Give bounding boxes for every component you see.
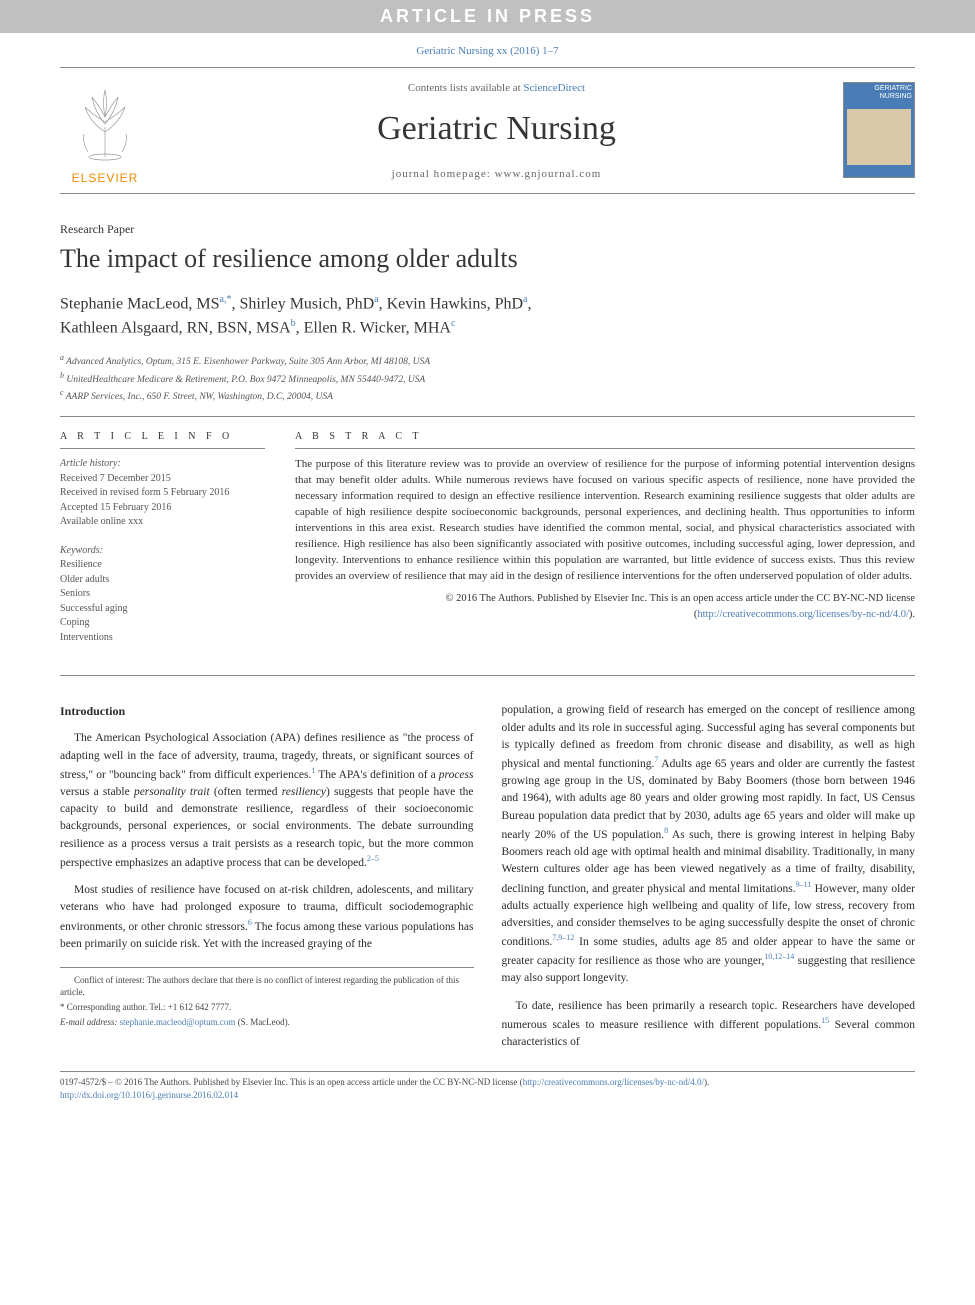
- keyword: Seniors: [60, 587, 265, 602]
- abstract-text: The purpose of this literature review wa…: [295, 457, 915, 585]
- elsevier-tree-icon: [70, 82, 140, 162]
- history-received: Received 7 December 2015: [60, 472, 265, 487]
- doi-link[interactable]: http://dx.doi.org/10.1016/j.gerinurse.20…: [60, 1090, 238, 1100]
- author-list: Stephanie MacLeod, MSa,*, Shirley Musich…: [60, 292, 915, 341]
- article-in-press-banner: ARTICLE IN PRESS: [0, 0, 975, 33]
- journal-masthead: ELSEVIER Contents lists available at Sci…: [60, 67, 915, 194]
- journal-title: Geriatric Nursing: [162, 110, 831, 148]
- author: Shirley Musich, PhD: [239, 295, 374, 312]
- keywords-label: Keywords:: [60, 544, 265, 559]
- footer-bar: 0197-4572/$ – © 2016 The Authors. Publis…: [60, 1071, 915, 1101]
- affiliation: c AARP Services, Inc., 650 F. Street, NW…: [60, 387, 915, 404]
- author: Ellen R. Wicker, MHA: [304, 319, 451, 336]
- elsevier-wordmark: ELSEVIER: [60, 171, 150, 185]
- body-paragraph: population, a growing field of research …: [502, 702, 916, 987]
- history-accepted: Accepted 15 February 2016: [60, 501, 265, 516]
- keyword: Resilience: [60, 558, 265, 573]
- citation-line: Geriatric Nursing xx (2016) 1–7: [0, 33, 975, 67]
- affiliation: a Advanced Analytics, Optum, 315 E. Eise…: [60, 352, 915, 369]
- corresponding-email: E-mail address: stephanie.macleod@optum.…: [60, 1016, 474, 1029]
- contents-prefix: Contents lists available at: [408, 82, 523, 94]
- history-label: Article history:: [60, 457, 265, 472]
- history-online: Available online xxx: [60, 515, 265, 530]
- keyword: Successful aging: [60, 602, 265, 617]
- author-affil-sup: a: [374, 294, 378, 305]
- license-link[interactable]: http://creativecommons.org/licenses/by-n…: [697, 609, 909, 620]
- author-email-link[interactable]: stephanie.macleod@optum.com: [120, 1017, 236, 1027]
- author-affil-sup: a: [523, 294, 527, 305]
- article-info-heading: A R T I C L E I N F O: [60, 431, 265, 449]
- sciencedirect-link[interactable]: ScienceDirect: [523, 82, 585, 94]
- footnotes: Conflict of interest: The authors declar…: [60, 967, 474, 1028]
- conflict-of-interest: Conflict of interest: The authors declar…: [60, 974, 474, 999]
- masthead-center: Contents lists available at ScienceDirec…: [162, 82, 831, 180]
- journal-homepage: journal homepage: www.gnjournal.com: [162, 168, 831, 180]
- citation-ref[interactable]: 9–11: [796, 880, 812, 889]
- article-title: The impact of resilience among older adu…: [60, 243, 915, 276]
- footer-license-link[interactable]: http://creativecommons.org/licenses/by-n…: [523, 1077, 704, 1087]
- abstract-heading: A B S T R A C T: [295, 431, 915, 449]
- keyword: Interventions: [60, 631, 265, 646]
- author-affil-sup: b: [291, 318, 296, 329]
- author-affil-sup: a,*: [220, 294, 232, 305]
- abstract-copyright: © 2016 The Authors. Published by Elsevie…: [295, 591, 915, 623]
- citation-ref[interactable]: 2–5: [367, 854, 379, 863]
- info-abstract-row: A R T I C L E I N F O Article history: R…: [60, 431, 915, 676]
- citation-ref[interactable]: 7,9–12: [552, 933, 574, 942]
- article-info-column: A R T I C L E I N F O Article history: R…: [60, 431, 265, 659]
- affiliation: b UnitedHealthcare Medicare & Retirement…: [60, 370, 915, 387]
- keywords-block: Keywords: Resilience Older adults Senior…: [60, 544, 265, 646]
- body-paragraph: To date, resilience has been primarily a…: [502, 998, 916, 1052]
- journal-cover-thumbnail: GERIATRIC NURSING: [843, 82, 915, 178]
- intro-heading: Introduction: [60, 702, 474, 720]
- cover-thumb-title: GERIATRIC NURSING: [846, 85, 912, 100]
- article-body: Introduction The American Psychological …: [60, 702, 915, 1051]
- footer-copyright: 0197-4572/$ – © 2016 The Authors. Publis…: [60, 1076, 915, 1089]
- keyword: Coping: [60, 616, 265, 631]
- author: Stephanie MacLeod, MS: [60, 295, 220, 312]
- body-paragraph: The American Psychological Association (…: [60, 730, 474, 872]
- paper-type: Research Paper: [60, 222, 915, 237]
- contents-available-line: Contents lists available at ScienceDirec…: [162, 82, 831, 94]
- affiliations: a Advanced Analytics, Optum, 315 E. Eise…: [60, 352, 915, 417]
- article-header: Research Paper The impact of resilience …: [60, 222, 915, 676]
- corresponding-author: * Corresponding author. Tel.: +1 612 642…: [60, 1001, 474, 1014]
- body-paragraph: Most studies of resilience have focused …: [60, 882, 474, 953]
- citation-ref[interactable]: 15: [821, 1016, 829, 1025]
- cover-thumb-image: [847, 109, 911, 165]
- article-history: Article history: Received 7 December 201…: [60, 457, 265, 530]
- author: Kathleen Alsgaard, RN, BSN, MSA: [60, 319, 291, 336]
- citation-ref[interactable]: 10,12–14: [764, 952, 794, 961]
- author: Kevin Hawkins, PhD: [387, 295, 523, 312]
- history-revised: Received in revised form 5 February 2016: [60, 486, 265, 501]
- elsevier-logo: ELSEVIER: [60, 82, 150, 185]
- author-affil-sup: c: [451, 318, 455, 329]
- abstract-column: A B S T R A C T The purpose of this lite…: [295, 431, 915, 659]
- keyword: Older adults: [60, 573, 265, 588]
